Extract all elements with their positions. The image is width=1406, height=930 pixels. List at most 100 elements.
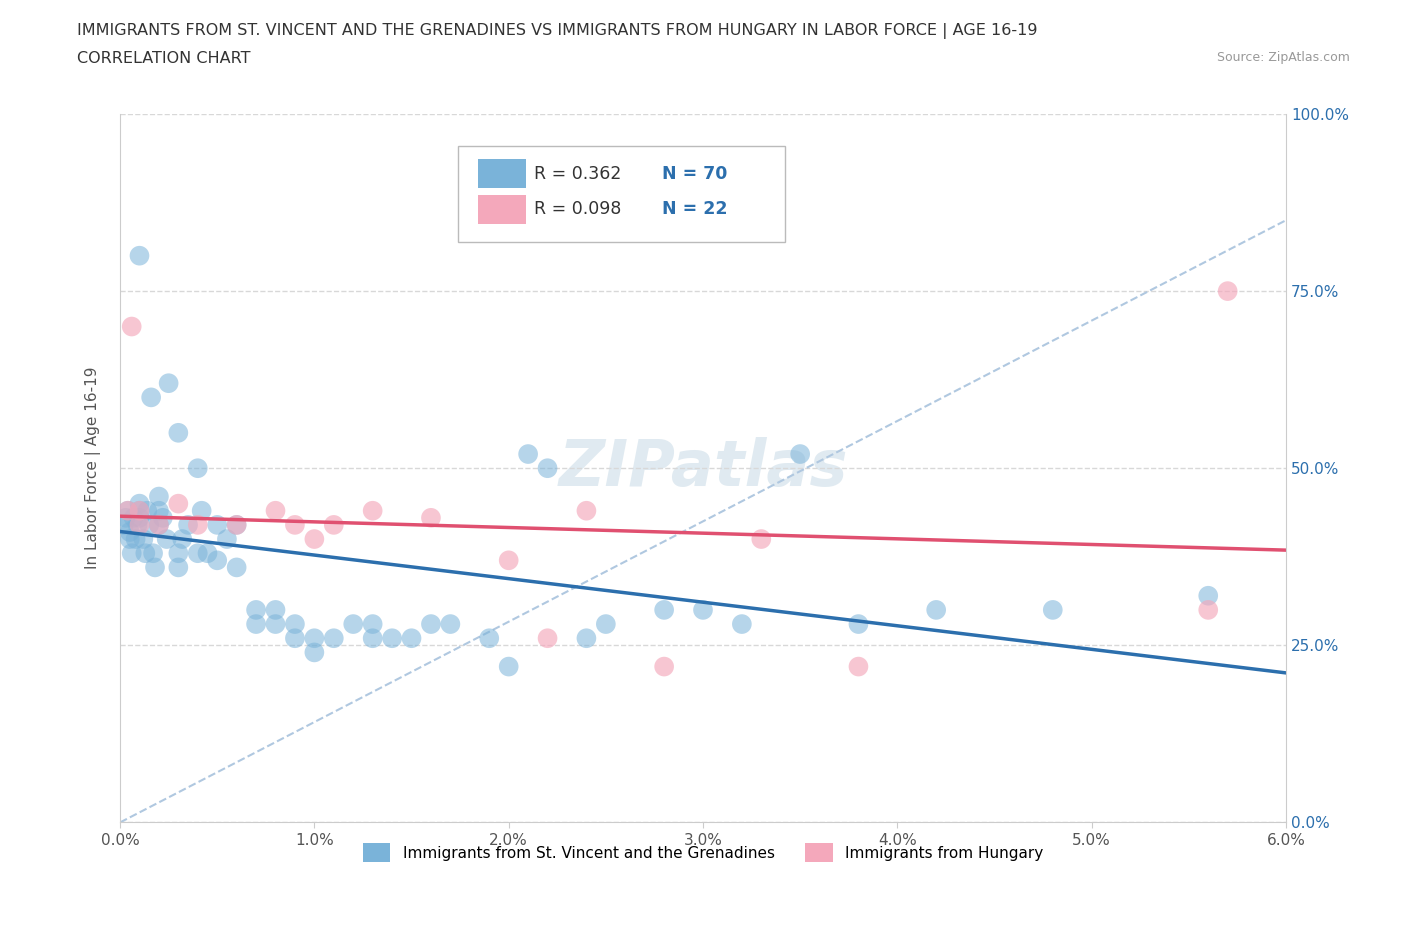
Point (122, 511, 145, 525)
Point (117, 503, 139, 518)
Point (187, 460, 209, 475)
Point (177, 517, 200, 532)
Point (128, 503, 150, 518)
Point (245, 603, 267, 618)
Point (652, 659, 675, 674)
Point (134, 546, 156, 561)
Point (517, 446, 540, 461)
Point (264, 503, 287, 518)
Point (225, 560, 247, 575)
Point (401, 631, 423, 645)
Point (215, 532, 238, 547)
Point (284, 517, 307, 532)
Point (124, 532, 146, 547)
Point (342, 617, 364, 631)
Point (1197, 603, 1219, 618)
Point (848, 659, 870, 674)
Point (595, 617, 617, 631)
Point (148, 503, 170, 518)
Point (264, 617, 287, 631)
Text: Source: ZipAtlas.com: Source: ZipAtlas.com (1216, 51, 1350, 64)
FancyBboxPatch shape (478, 194, 526, 224)
Legend: Immigrants from St. Vincent and the Grenadines, Immigrants from Hungary: Immigrants from St. Vincent and the Gren… (357, 837, 1049, 868)
Point (304, 645, 326, 660)
Point (118, 525, 141, 539)
Point (128, 497, 150, 512)
Point (167, 497, 190, 512)
Point (225, 517, 247, 532)
Point (789, 446, 811, 461)
Point (118, 532, 141, 547)
Point (225, 517, 247, 532)
FancyBboxPatch shape (478, 159, 526, 189)
Text: N = 70: N = 70 (662, 165, 727, 182)
Point (1042, 603, 1064, 618)
Point (132, 532, 155, 547)
Point (143, 560, 166, 575)
Point (361, 617, 384, 631)
Point (157, 376, 180, 391)
Text: R = 0.362: R = 0.362 (534, 165, 621, 182)
Point (498, 552, 520, 567)
Point (264, 603, 287, 618)
Point (148, 517, 170, 532)
Point (420, 617, 443, 631)
Point (749, 532, 772, 547)
Point (128, 503, 150, 518)
Y-axis label: In Labor Force | Age 16-19: In Labor Force | Age 16-19 (86, 367, 101, 569)
Point (284, 617, 307, 631)
Point (197, 546, 219, 561)
Point (848, 617, 870, 631)
Point (361, 503, 384, 518)
Point (115, 511, 138, 525)
Point (652, 603, 675, 618)
Point (1197, 589, 1219, 604)
Point (148, 517, 170, 532)
Point (128, 248, 150, 263)
Point (205, 552, 228, 567)
Point (117, 503, 139, 518)
Point (127, 517, 149, 532)
Point (128, 517, 150, 532)
Text: CORRELATION CHART: CORRELATION CHART (77, 51, 250, 66)
Point (536, 460, 558, 475)
Point (156, 532, 179, 547)
Point (187, 517, 209, 532)
Point (205, 517, 228, 532)
Point (925, 603, 948, 618)
Point (121, 319, 143, 334)
Point (439, 617, 461, 631)
Point (121, 546, 143, 561)
Point (167, 546, 190, 561)
Point (361, 631, 384, 645)
Point (139, 390, 162, 405)
Text: IMMIGRANTS FROM ST. VINCENT AND THE GRENADINES VS IMMIGRANTS FROM HUNGARY IN LAB: IMMIGRANTS FROM ST. VINCENT AND THE GREN… (77, 23, 1038, 39)
Point (692, 603, 714, 618)
Text: R = 0.098: R = 0.098 (534, 200, 621, 218)
Text: N = 22: N = 22 (662, 200, 728, 218)
Point (136, 503, 159, 518)
Point (152, 511, 174, 525)
Point (172, 532, 194, 547)
Point (420, 511, 443, 525)
FancyBboxPatch shape (458, 146, 785, 242)
Point (187, 546, 209, 561)
Point (322, 517, 344, 532)
Point (148, 489, 170, 504)
Point (381, 631, 404, 645)
Point (190, 503, 212, 518)
Point (575, 503, 598, 518)
Point (536, 631, 558, 645)
Point (731, 617, 754, 631)
Point (478, 631, 501, 645)
Point (284, 631, 307, 645)
Point (245, 617, 267, 631)
Point (304, 532, 326, 547)
Point (1216, 284, 1239, 299)
Point (575, 631, 598, 645)
Point (498, 659, 520, 674)
Point (138, 517, 160, 532)
Point (112, 517, 135, 532)
Point (304, 631, 326, 645)
Text: ZIPatlas: ZIPatlas (558, 437, 848, 499)
